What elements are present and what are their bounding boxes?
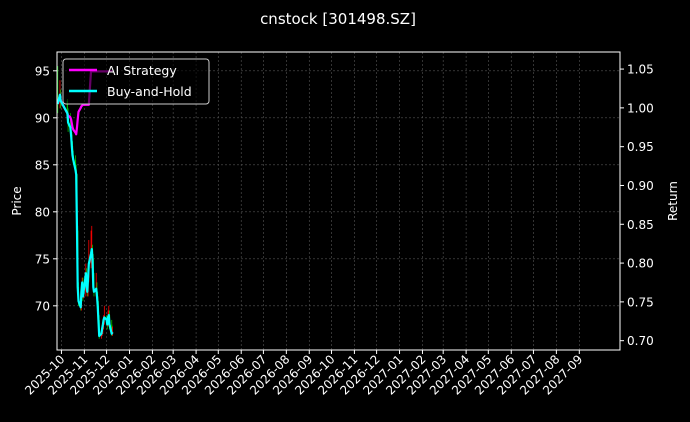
candle-body [74,160,77,170]
y-tick-label-left: 95 [35,64,50,78]
buy-and-hold-line [56,93,114,338]
y-tick-label-left: 80 [35,205,50,219]
legend-label-ai: AI Strategy [107,63,177,78]
y-tick-label-left: 85 [35,158,50,172]
y-tick-label-right: 0.80 [627,257,654,271]
y-axis-label-left: Price [10,186,24,215]
axes: 70 75 80 85 90 95 0.70 0.75 0.80 0.85 0.90 0.95 1.00… [22,63,654,398]
plot-frame [56,51,621,351]
legend-label-bh: Buy-and-Hold [107,84,192,99]
legend-box [62,58,210,105]
y-tick-label-left: 75 [35,252,50,266]
y-axis-label-right: Return [666,181,680,221]
y-tick-label-right: 0.85 [627,218,654,232]
y-tick-label-right: 1.05 [627,63,654,77]
y-tick-label-left: 70 [35,299,50,313]
y-tick-label-right: 0.70 [627,334,654,348]
y-tick-label-right: 0.90 [627,179,654,193]
series-lines [56,70,114,338]
candle-body [66,100,68,114]
legend: AI Strategy Buy-and-Hold [62,58,210,105]
candlesticks [57,66,114,339]
chart-title: cnstock [301498.SZ] [260,10,416,28]
y-tick-label-right: 1.00 [627,101,654,115]
y-tick-label-right: 0.95 [627,140,654,154]
y-tick-label-left: 90 [35,111,50,125]
y-tick-label-right: 0.75 [627,295,654,309]
